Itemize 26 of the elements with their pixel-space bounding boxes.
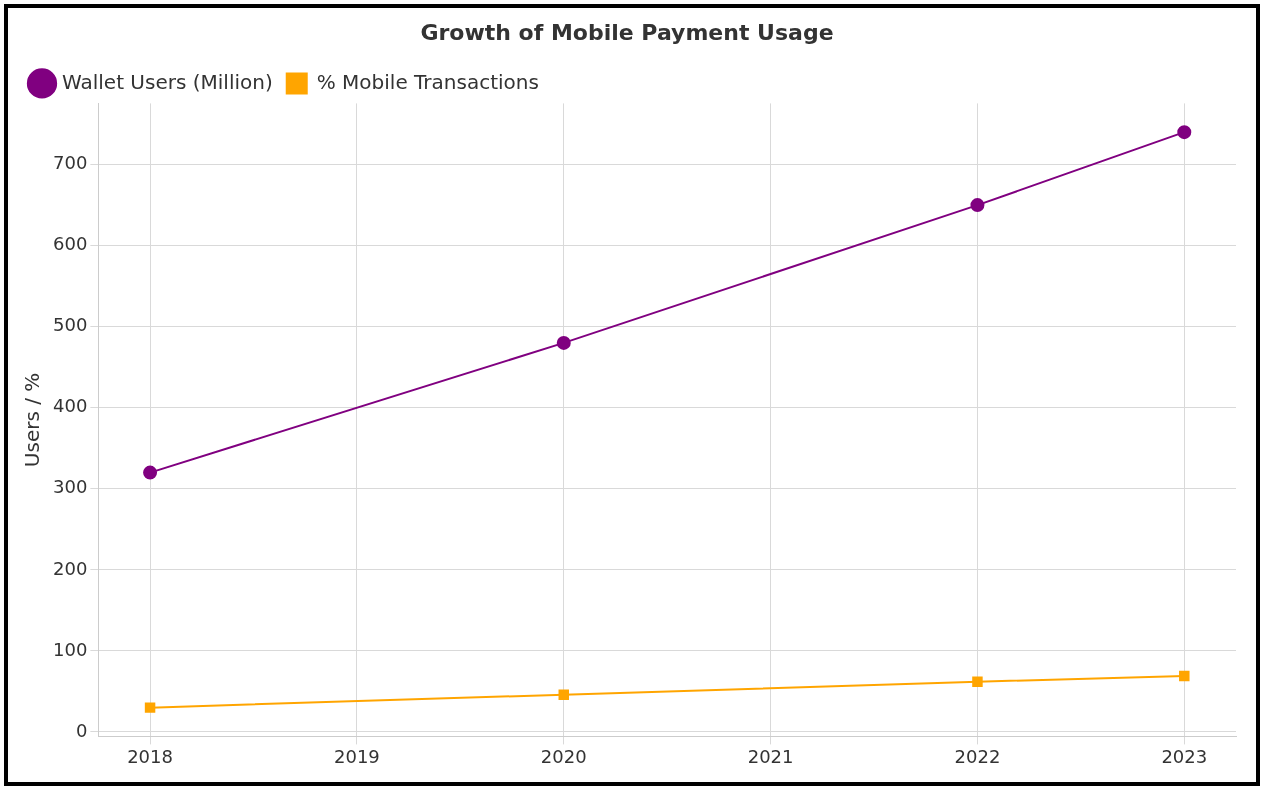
- chart-title: Growth of Mobile Payment Usage: [420, 19, 834, 45]
- point: [143, 465, 158, 480]
- y-tick-label: 700: [53, 152, 88, 174]
- point: [1179, 670, 1190, 682]
- x-tick-label: 2021: [747, 745, 794, 767]
- legend-label: % Mobile Transactions: [316, 69, 539, 94]
- y-tick-label: 500: [53, 314, 88, 336]
- y-tick-label: 400: [53, 395, 88, 417]
- point: [556, 335, 571, 350]
- legend-label: Wallet Users (Million): [62, 69, 273, 94]
- point: [558, 689, 569, 700]
- point: [144, 702, 156, 713]
- x-tick-label: 2023: [1161, 745, 1208, 767]
- y-tick-label: 100: [53, 638, 88, 660]
- y-tick-label: 200: [53, 557, 88, 579]
- point: [970, 198, 985, 213]
- x-tick-label: 2022: [954, 745, 1001, 767]
- x-tick-label: 2019: [334, 745, 380, 767]
- y-tick-label: 0: [75, 719, 88, 741]
- y-tick-label: 600: [53, 233, 88, 255]
- point: [972, 676, 983, 687]
- y-axis-title: Users / %: [20, 372, 45, 468]
- point: [1177, 125, 1192, 140]
- x-tick-label: 2020: [540, 745, 587, 767]
- x-tick-label: 2018: [127, 745, 173, 767]
- y-tick-label: 300: [53, 476, 88, 498]
